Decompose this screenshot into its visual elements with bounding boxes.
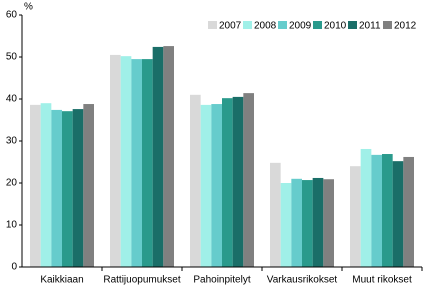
bar [323, 179, 334, 267]
legend-label: 2012 [394, 21, 417, 32]
y-tick-label: 30 [6, 136, 18, 147]
bar [72, 109, 84, 267]
legend-label: 2009 [289, 21, 312, 32]
bar [30, 104, 41, 267]
bar [120, 56, 132, 267]
y-tick-label: 0 [11, 262, 17, 273]
bar [280, 183, 292, 267]
y-tick-label: 10 [6, 220, 18, 231]
bar [232, 96, 244, 268]
legend-swatch [208, 21, 217, 29]
x-tick-label: Varkausrikokset [267, 275, 338, 286]
bar [350, 166, 361, 267]
y-tick-label: 50 [6, 52, 18, 63]
legend-swatch [313, 21, 322, 29]
bar [40, 103, 52, 267]
legend-swatch [348, 21, 357, 29]
bar [142, 59, 153, 267]
bar [302, 180, 313, 267]
legend-swatch [278, 21, 287, 29]
bar [51, 109, 62, 267]
y-tick-label: 20 [6, 178, 18, 189]
bar [382, 154, 393, 267]
legend-label: 2008 [254, 21, 277, 32]
x-tick-label: Rattijuopumukset [103, 275, 180, 286]
bar [163, 46, 174, 267]
y-tick-label: 40 [6, 94, 18, 105]
bar [83, 104, 94, 267]
legend-label: 2010 [324, 21, 347, 32]
bar [371, 154, 382, 267]
bar [243, 93, 254, 268]
bar [200, 104, 212, 267]
legend-swatch [383, 21, 392, 29]
bar [131, 59, 142, 267]
y-axis-unit: % [24, 2, 33, 13]
x-tick-label: Pahoinpitelyt [193, 275, 250, 286]
bar [110, 54, 121, 268]
bar [190, 94, 201, 267]
x-tick-label: Kaikkiaan [40, 275, 83, 286]
bar [403, 156, 414, 267]
bar [270, 162, 281, 267]
bar [211, 104, 222, 267]
legend-swatch [243, 21, 252, 29]
bar [291, 178, 302, 267]
bar [360, 148, 372, 267]
bar [312, 177, 324, 267]
y-tick-label: 60 [6, 10, 18, 21]
legend-label: 2011 [359, 21, 381, 32]
bar [152, 46, 164, 267]
legend-label: 2007 [219, 21, 242, 32]
bar [222, 98, 233, 267]
x-tick-label: Muut rikokset [352, 275, 412, 286]
bar [392, 161, 404, 267]
bar [62, 111, 73, 268]
